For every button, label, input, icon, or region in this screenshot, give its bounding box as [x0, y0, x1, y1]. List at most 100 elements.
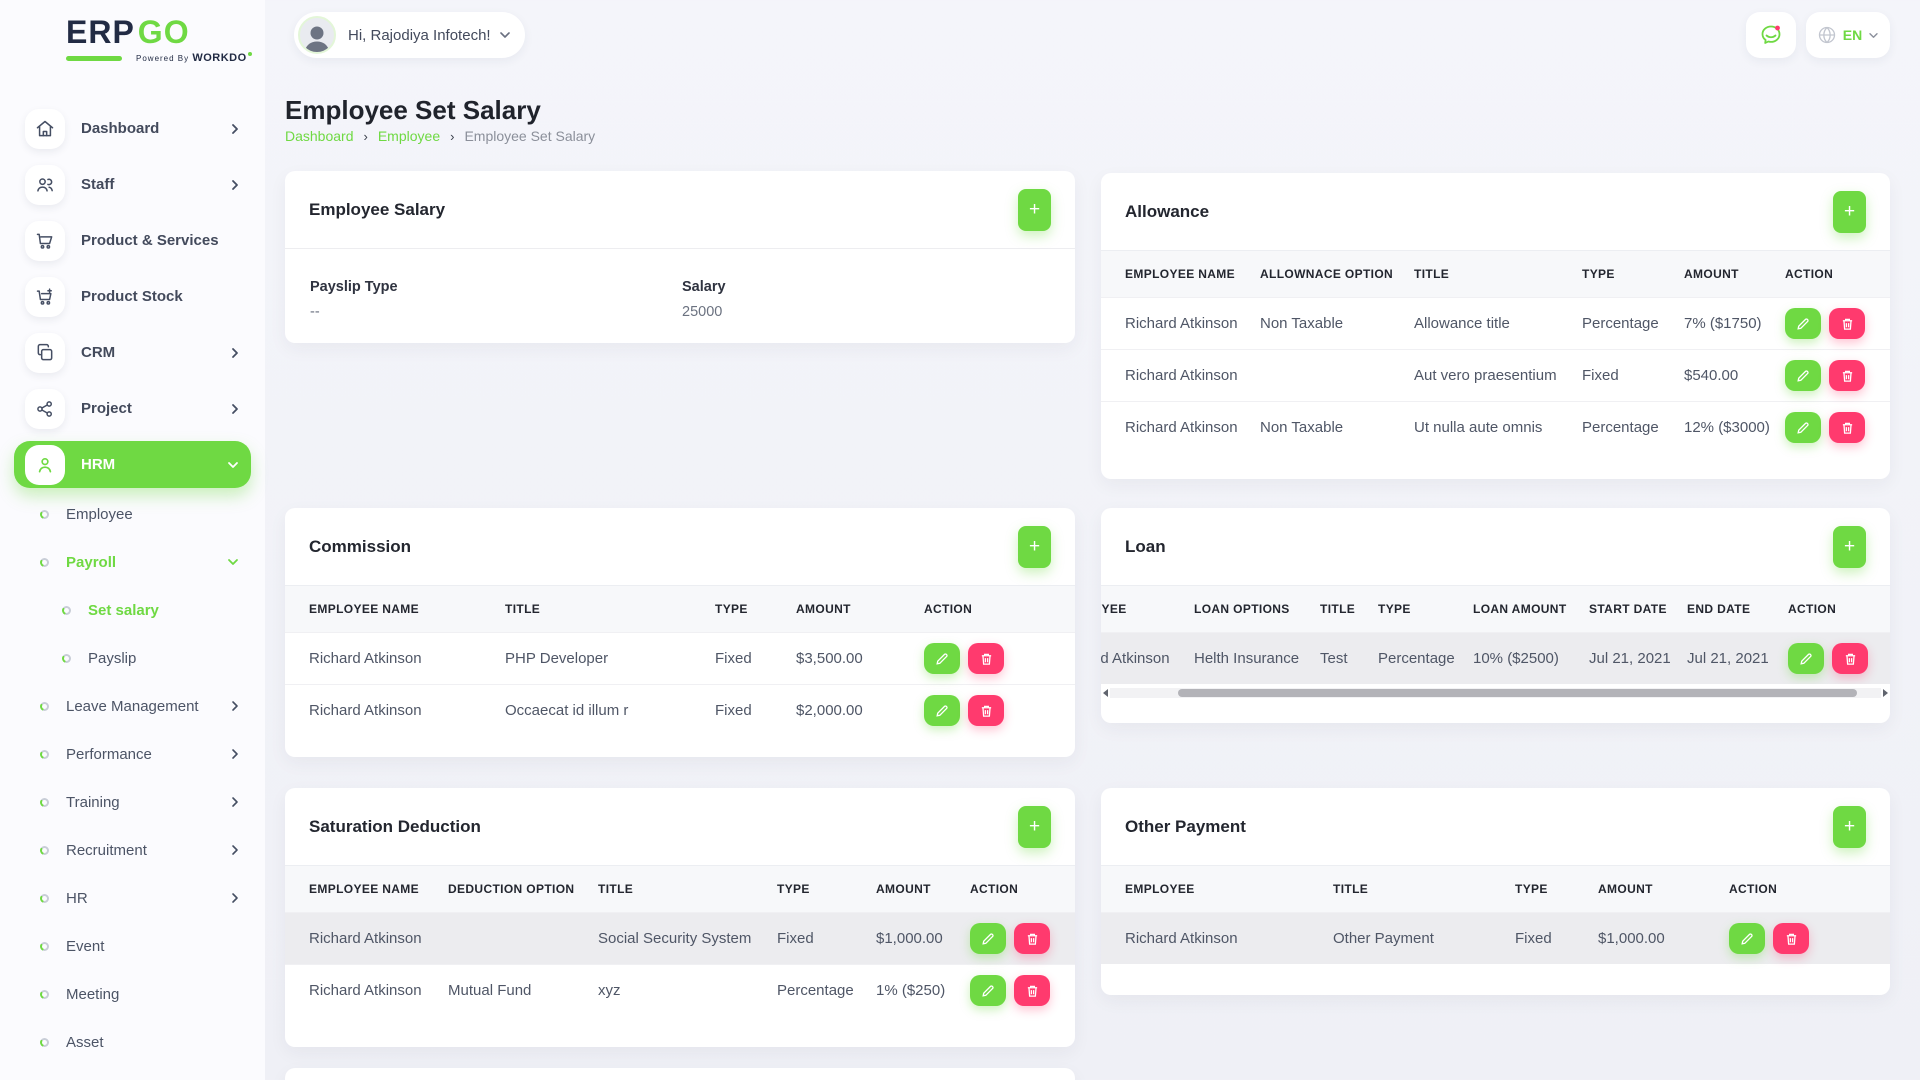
- crm-icon: [25, 333, 65, 373]
- delete-button[interactable]: [1832, 643, 1868, 674]
- card-title: Saturation Deduction: [309, 817, 481, 837]
- messenger-button[interactable]: [1746, 12, 1796, 58]
- chevron-right-icon: [231, 179, 239, 191]
- submenu-item-payroll[interactable]: Payroll: [0, 538, 265, 586]
- brand-logo[interactable]: ERPGO Powered By WORKDO: [0, 0, 265, 64]
- home-icon: [25, 109, 65, 149]
- plus-icon: +: [1029, 200, 1040, 219]
- chevron-right-icon: [231, 796, 239, 808]
- delete-button[interactable]: [1014, 975, 1050, 1006]
- sidebar-item-staff[interactable]: Staff: [14, 161, 251, 208]
- submenu-item-recruitment[interactable]: Recruitment: [0, 826, 265, 874]
- sidebar-item-crm[interactable]: CRM: [14, 329, 251, 376]
- edit-button[interactable]: [1785, 412, 1821, 443]
- edit-button[interactable]: [970, 923, 1006, 954]
- commission-card: Commission + EMPLOYEE NAMETITLETYPEAMOUN…: [285, 508, 1075, 757]
- table-row: Richard AtkinsonAut vero praesentiumFixe…: [1101, 349, 1890, 401]
- card-title: Allowance: [1125, 202, 1209, 222]
- trash-icon: [1841, 369, 1854, 383]
- scrollbar-thumb[interactable]: [1178, 689, 1857, 697]
- table-row: Richard AtkinsonOther PaymentFixed$1,000…: [1101, 912, 1890, 964]
- add-loan-button[interactable]: +: [1833, 526, 1866, 568]
- edit-button[interactable]: [1785, 360, 1821, 391]
- pencil-icon: [1740, 932, 1754, 946]
- pencil-icon: [1796, 369, 1810, 383]
- delete-button[interactable]: [1829, 412, 1865, 443]
- chevron-right-icon: [231, 700, 239, 712]
- other-payment-table-header: EMPLOYEETITLETYPEAMOUNTACTION: [1101, 865, 1890, 912]
- loan-table-viewport: EMPLOYEELOAN OPTIONSTITLETYPELOAN AMOUNT…: [1101, 585, 1890, 684]
- submenu-item-leave-management[interactable]: Leave Management: [0, 682, 265, 730]
- submenu-item-employee[interactable]: Employee: [0, 490, 265, 538]
- bullet-icon: [40, 846, 49, 855]
- chevron-right-icon: [231, 123, 239, 135]
- sidebar-item-product-services[interactable]: Product & Services: [14, 217, 251, 264]
- edit-button[interactable]: [1729, 923, 1765, 954]
- sidebar-item-label: Product Stock: [81, 288, 239, 305]
- submenu-label: Asset: [66, 1034, 239, 1051]
- trash-icon: [1026, 932, 1039, 946]
- add-allowance-button[interactable]: +: [1833, 191, 1866, 233]
- other-payment-card: Other Payment + EMPLOYEETITLETYPEAMOUNTA…: [1101, 788, 1890, 995]
- delete-button[interactable]: [968, 695, 1004, 726]
- submenu-item-event[interactable]: Event: [0, 922, 265, 970]
- sidebar-item-label: CRM: [81, 344, 231, 361]
- avatar: [298, 16, 336, 54]
- delete-button[interactable]: [1829, 308, 1865, 339]
- delete-button[interactable]: [968, 643, 1004, 674]
- trash-icon: [1026, 984, 1039, 998]
- cart-icon: [25, 221, 65, 261]
- salary-value: 25000: [682, 304, 1051, 320]
- sidebar-item-dashboard[interactable]: Dashboard: [14, 105, 251, 152]
- chat-icon: [1758, 22, 1784, 48]
- edit-button[interactable]: [1788, 643, 1824, 674]
- submenu-item-set-salary[interactable]: Set salary: [0, 586, 265, 634]
- sidebar-nav: Dashboard Staff Product & Services Produ…: [0, 96, 265, 1066]
- table-row: Richard AtkinsonSocial Security SystemFi…: [285, 912, 1075, 964]
- submenu-label: Recruitment: [66, 842, 231, 859]
- submenu-item-payslip[interactable]: Payslip: [0, 634, 265, 682]
- scroll-left-arrow[interactable]: [1103, 689, 1108, 697]
- trash-icon: [1785, 932, 1798, 946]
- table-row: Richard AtkinsonPHP DeveloperFixed$3,500…: [285, 632, 1075, 684]
- user-menu[interactable]: Hi, Rajodiya Infotech!: [294, 12, 525, 58]
- add-saturation-deduction-button[interactable]: +: [1018, 806, 1051, 848]
- language-selector[interactable]: EN: [1806, 12, 1890, 58]
- scroll-right-arrow[interactable]: [1883, 689, 1888, 697]
- payslip-type-label: Payslip Type: [310, 279, 682, 295]
- edit-button[interactable]: [924, 643, 960, 674]
- breadcrumb-link-employee[interactable]: Employee: [378, 128, 440, 144]
- bullet-icon: [62, 654, 71, 663]
- submenu-item-performance[interactable]: Performance: [0, 730, 265, 778]
- submenu-label: Leave Management: [66, 698, 231, 715]
- edit-button[interactable]: [1785, 308, 1821, 339]
- brand-erp: ERP: [66, 14, 135, 50]
- employee-salary-body: Payslip Type -- Salary 25000: [285, 249, 1075, 320]
- edit-button[interactable]: [924, 695, 960, 726]
- plus-icon: +: [1844, 817, 1855, 836]
- submenu-item-training[interactable]: Training: [0, 778, 265, 826]
- chevron-down-icon: [1868, 32, 1879, 39]
- breadcrumb-link-dashboard[interactable]: Dashboard: [285, 128, 354, 144]
- delete-button[interactable]: [1014, 923, 1050, 954]
- edit-button[interactable]: [970, 975, 1006, 1006]
- sidebar-item-project[interactable]: Project: [14, 385, 251, 432]
- submenu-item-meeting[interactable]: Meeting: [0, 970, 265, 1018]
- pencil-icon: [1799, 652, 1813, 666]
- pencil-icon: [981, 932, 995, 946]
- scrollbar-track[interactable]: [1110, 688, 1881, 698]
- horizontal-scrollbar[interactable]: [1103, 687, 1888, 699]
- allowance-table-header: EMPLOYEE NAMEALLOWNACE OPTIONTITLETYPEAM…: [1101, 250, 1890, 297]
- delete-button[interactable]: [1829, 360, 1865, 391]
- add-other-payment-button[interactable]: +: [1833, 806, 1866, 848]
- add-employee-salary-button[interactable]: +: [1018, 189, 1051, 231]
- chevron-right-icon: [231, 748, 239, 760]
- submenu-item-asset[interactable]: Asset: [0, 1018, 265, 1066]
- submenu-item-hr[interactable]: HR: [0, 874, 265, 922]
- add-commission-button[interactable]: +: [1018, 526, 1051, 568]
- plus-icon: +: [1844, 202, 1855, 221]
- sidebar-item-product-stock[interactable]: Product Stock: [14, 273, 251, 320]
- delete-button[interactable]: [1773, 923, 1809, 954]
- sidebar-item-hrm[interactable]: HRM: [14, 441, 251, 488]
- table-row: Richard AtkinsonNon TaxableUt nulla aute…: [1101, 401, 1890, 453]
